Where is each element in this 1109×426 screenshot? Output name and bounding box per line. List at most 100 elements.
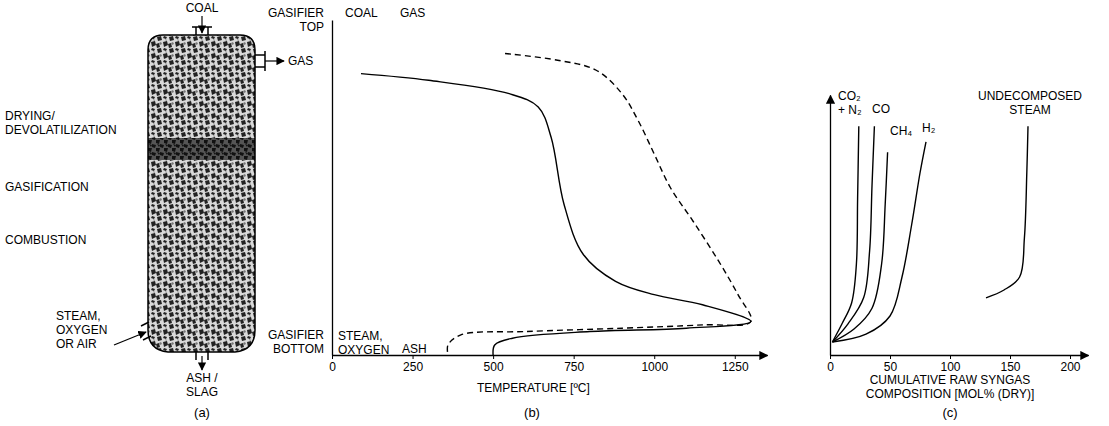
inlet-label: STEAM,OXYGENOR AIR bbox=[56, 309, 107, 351]
annotation: ASH bbox=[402, 342, 427, 356]
chart-panel: 025050075010001250COALGASGASIFIERTOPGASI… bbox=[268, 6, 768, 420]
series-label-line: CO bbox=[872, 102, 890, 116]
feed-arrow bbox=[201, 16, 202, 33]
vessel-wall bbox=[148, 35, 255, 352]
annotation-line: ASH bbox=[402, 342, 427, 356]
series-line bbox=[832, 126, 858, 342]
series-label: GAS bbox=[400, 6, 425, 20]
tick-mark bbox=[890, 355, 891, 359]
series-label: COAL bbox=[345, 6, 378, 20]
tick-mark bbox=[332, 355, 333, 359]
gas-nozzle bbox=[255, 51, 265, 71]
tick: 1250 bbox=[722, 355, 749, 374]
chart-panel: 0 50 100 150 200 CO₂+ N₂ COCH₄ H₂ UNDECOMPOSEDST… bbox=[827, 89, 1088, 420]
series-label-line: UNDECOMPOSED bbox=[978, 89, 1082, 103]
tick-label: 1000 bbox=[641, 360, 668, 374]
tick: 50 bbox=[884, 355, 898, 374]
tick-mark bbox=[574, 355, 575, 359]
tick-label: 500 bbox=[484, 360, 504, 374]
annotation-line: STEAM, bbox=[338, 329, 383, 343]
tick-label: 250 bbox=[403, 360, 423, 374]
panel-a: COAL GAS DRYING/DEVOLATILIZATION GASIFICATI… bbox=[5, 1, 313, 420]
inlet-label-line: OXYGEN bbox=[56, 323, 107, 337]
series-label: CO bbox=[872, 102, 890, 116]
y-end-label: GASIFIERTOP bbox=[268, 6, 324, 34]
tick-label: 750 bbox=[564, 360, 584, 374]
gas-arrow bbox=[265, 60, 284, 61]
y-axis bbox=[332, 21, 333, 356]
y-end-label: GASIFIERBOTTOM bbox=[268, 328, 324, 356]
figure: COAL GAS DRYING/DEVOLATILIZATION GASIFICATI… bbox=[0, 0, 1109, 426]
tick: 100 bbox=[940, 355, 960, 374]
tick-label: 0 bbox=[329, 360, 336, 374]
series-line bbox=[832, 142, 926, 342]
tick-mark bbox=[830, 355, 831, 359]
series-label-line: STEAM bbox=[1009, 103, 1050, 117]
tick: 0 bbox=[329, 355, 336, 374]
series-label-line: + N₂ bbox=[838, 103, 862, 117]
plot-lines bbox=[361, 54, 751, 356]
gas-label-line: GAS bbox=[288, 54, 313, 68]
tick-mark bbox=[950, 355, 951, 359]
tick: 500 bbox=[484, 355, 504, 374]
series-line bbox=[361, 74, 751, 355]
zone-label-line: DRYING/ bbox=[5, 109, 55, 123]
plot-lines bbox=[832, 126, 1028, 342]
tick: 750 bbox=[564, 355, 584, 374]
tick-label: 200 bbox=[1060, 360, 1080, 374]
tick: 250 bbox=[403, 355, 423, 374]
series-label-line: CH₄ bbox=[890, 124, 912, 138]
inlet-arrow bbox=[114, 332, 146, 345]
zone-label-line: DEVOLATILIZATION bbox=[5, 123, 117, 137]
annotation-line: OXYGEN bbox=[338, 343, 389, 357]
zone-label: COMBUSTION bbox=[5, 233, 86, 247]
zone-label-line: GASIFICATION bbox=[5, 180, 89, 194]
drying-band bbox=[148, 138, 255, 160]
tick-mark bbox=[735, 355, 736, 359]
series-line bbox=[832, 126, 874, 342]
series-label: UNDECOMPOSEDSTEAM bbox=[978, 89, 1082, 117]
x-axis: 0 250 500 750 1000 1250 bbox=[329, 355, 767, 374]
series-label-line: H₂ bbox=[922, 121, 936, 135]
feed-label-line: COAL bbox=[186, 1, 219, 15]
series-label-line: GAS bbox=[400, 6, 425, 20]
tick: 200 bbox=[1060, 355, 1080, 374]
y-end-label-line: TOP bbox=[300, 20, 324, 34]
x-axis-title: CUMULATIVE RAW SYNGASCOMPOSITION [MOL% (… bbox=[866, 373, 1034, 401]
y-end-label-line: GASIFIER bbox=[268, 6, 324, 20]
zone-label-line: COMBUSTION bbox=[5, 233, 86, 247]
outlet-label: ASH /SLAG bbox=[186, 371, 218, 399]
tick-label: 1250 bbox=[722, 360, 749, 374]
x-axis-title-line: CUMULATIVE RAW SYNGAS bbox=[870, 373, 1031, 387]
tick-mark bbox=[654, 355, 655, 359]
x-axis-title: TEMPERATURE [ºC] bbox=[477, 381, 590, 395]
inlet-label-line: STEAM, bbox=[56, 309, 101, 323]
inlet-label-line: OR AIR bbox=[56, 337, 97, 351]
panel-caption: (a) bbox=[194, 405, 210, 420]
tick: 1000 bbox=[641, 355, 668, 374]
tick-label: 100 bbox=[940, 360, 960, 374]
series-line bbox=[986, 126, 1028, 298]
series-label-line: CO₂ bbox=[838, 89, 861, 103]
outlet-label-line: SLAG bbox=[186, 385, 218, 399]
tick-label: 0 bbox=[827, 360, 834, 374]
series-line bbox=[832, 152, 887, 342]
x-axis: 0 50 100 150 200 bbox=[827, 355, 1088, 374]
panel-caption: (c) bbox=[942, 405, 957, 420]
panel-caption-line: (b) bbox=[524, 405, 540, 420]
vessel-bed bbox=[148, 35, 255, 352]
tick-mark bbox=[493, 355, 494, 359]
feed-label: COAL bbox=[186, 1, 219, 15]
tick-label: 150 bbox=[1000, 360, 1020, 374]
ash-arrow bbox=[201, 356, 202, 370]
tick: 0 bbox=[827, 355, 834, 374]
series-label-line: COAL bbox=[345, 6, 378, 20]
axis-line bbox=[333, 355, 768, 356]
axis-line bbox=[831, 355, 1089, 356]
series-label: H₂ bbox=[922, 121, 936, 135]
panel-caption-line: (c) bbox=[942, 405, 957, 420]
tick-label: 50 bbox=[884, 360, 898, 374]
panel-caption: (b) bbox=[524, 405, 540, 420]
y-end-label-line: BOTTOM bbox=[273, 342, 324, 356]
series-line bbox=[447, 54, 751, 356]
